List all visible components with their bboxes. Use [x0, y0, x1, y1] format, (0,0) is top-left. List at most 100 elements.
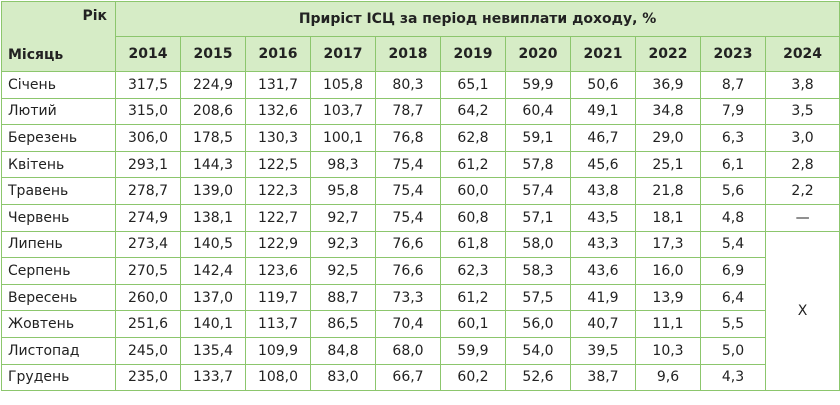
value-cell: 2,8: [764, 150, 840, 179]
value-cell: 57,8: [505, 150, 571, 179]
value-cell: 21,8: [635, 177, 701, 205]
value-cell: 224,9: [180, 71, 246, 99]
value-cell: 41,9: [570, 283, 636, 312]
value-cell: 56,0: [505, 310, 571, 338]
value-cell: 59,9: [440, 336, 506, 365]
value-cell: 60,0: [440, 177, 506, 205]
value-cell: 4,3: [700, 363, 766, 392]
year-header: 2024: [764, 36, 840, 72]
merged-cell: X: [764, 230, 840, 392]
value-cell: 3,0: [764, 124, 840, 152]
value-cell: 113,7: [245, 310, 311, 338]
value-cell: 208,6: [180, 97, 246, 126]
value-cell: 13,9: [635, 283, 701, 312]
year-header: 2023: [700, 36, 766, 72]
value-cell: 131,7: [245, 71, 311, 99]
value-cell: 43,3: [570, 230, 636, 259]
year-header: 2015: [180, 36, 246, 72]
value-cell: 46,7: [570, 124, 636, 152]
value-cell: 5,6: [700, 177, 766, 205]
value-cell: 9,6: [635, 363, 701, 392]
value-cell: 137,0: [180, 283, 246, 312]
value-cell: 122,3: [245, 177, 311, 205]
value-cell: 60,1: [440, 310, 506, 338]
value-cell: 65,1: [440, 71, 506, 99]
value-cell: 34,8: [635, 97, 701, 126]
year-header: 2018: [375, 36, 441, 72]
month-cell: Липень: [1, 230, 116, 259]
corner-month: Місяць: [8, 47, 64, 63]
value-cell: 123,6: [245, 257, 311, 285]
value-cell: 122,9: [245, 230, 311, 259]
value-cell: 5,4: [700, 230, 766, 259]
value-cell: 29,0: [635, 124, 701, 152]
value-cell: 317,5: [115, 71, 181, 99]
data-row: Червень 274,9 138,1 122,7 92,7 75,4 60,8 57,1 43…: [1, 203, 840, 232]
value-cell: 140,1: [180, 310, 246, 338]
value-cell: 251,6: [115, 310, 181, 338]
value-cell: 17,3: [635, 230, 701, 259]
value-cell: 62,8: [440, 124, 506, 152]
value-cell: 83,0: [310, 363, 376, 392]
data-row: Листопад 245,0 135,4 109,9 84,8 68,0 59,9 54,0 3…: [1, 336, 840, 365]
value-cell: 43,6: [570, 257, 636, 285]
value-cell: 75,4: [375, 177, 441, 205]
month-cell: Серпень: [1, 257, 116, 285]
value-cell: 293,1: [115, 150, 181, 179]
value-cell: 54,0: [505, 336, 571, 365]
month-cell: Червень: [1, 203, 116, 232]
value-cell: 6,9: [700, 257, 766, 285]
data-row: Грудень 235,0 133,7 108,0 83,0 66,7 60,2 52,6 38…: [1, 363, 840, 392]
value-cell: 59,9: [505, 71, 571, 99]
value-cell: 60,2: [440, 363, 506, 392]
value-cell: 5,5: [700, 310, 766, 338]
value-cell: 6,1: [700, 150, 766, 179]
value-cell: 122,5: [245, 150, 311, 179]
value-cell: 76,6: [375, 257, 441, 285]
corner-cell: Рік Місяць: [1, 1, 116, 72]
value-cell: 108,0: [245, 363, 311, 392]
value-cell: 75,4: [375, 150, 441, 179]
header-row: Рік Місяць Приріст ІСЦ за період невипла…: [1, 1, 840, 72]
value-cell: 80,3: [375, 71, 441, 99]
value-cell: 139,0: [180, 177, 246, 205]
value-cell: 57,4: [505, 177, 571, 205]
data-row: Липень 273,4 140,5 122,9 92,3 76,6 61,8 58,0 43,…: [1, 230, 840, 392]
data-row: Травень 278,7 139,0 122,3 95,8 75,4 60,0 57,4 43…: [1, 177, 840, 205]
value-cell: 60,8: [440, 203, 506, 232]
value-cell: 61,8: [440, 230, 506, 259]
value-cell: 25,1: [635, 150, 701, 179]
value-cell: 50,6: [570, 71, 636, 99]
month-cell: Вересень: [1, 283, 116, 312]
data-row: Квітень 293,1 144,3 122,5 98,3 75,4 61,2 57,8 45…: [1, 150, 840, 179]
month-cell: Січень: [1, 71, 116, 99]
value-cell: 7,9: [700, 97, 766, 126]
value-cell: 119,7: [245, 283, 311, 312]
year-header: 2022: [635, 36, 701, 72]
value-cell: 43,8: [570, 177, 636, 205]
value-cell: 105,8: [310, 71, 376, 99]
value-cell: 43,5: [570, 203, 636, 232]
month-cell: Листопад: [1, 336, 116, 365]
value-cell: 68,0: [375, 336, 441, 365]
value-cell: 130,3: [245, 124, 311, 152]
value-cell: 274,9: [115, 203, 181, 232]
month-cell: Грудень: [1, 363, 116, 392]
value-cell: 245,0: [115, 336, 181, 365]
value-cell: 76,8: [375, 124, 441, 152]
value-cell: 3,5: [764, 97, 840, 126]
month-cell: Березень: [1, 124, 116, 152]
corner-year: Рік: [82, 8, 107, 24]
value-cell: 86,5: [310, 310, 376, 338]
month-cell: Лютий: [1, 97, 116, 126]
value-cell: 57,1: [505, 203, 571, 232]
year-header: 2021: [570, 36, 636, 72]
value-cell: 62,3: [440, 257, 506, 285]
year-header: 2020: [505, 36, 571, 72]
value-cell: 178,5: [180, 124, 246, 152]
value-cell: 39,5: [570, 336, 636, 365]
value-cell: 142,4: [180, 257, 246, 285]
value-cell: 64,2: [440, 97, 506, 126]
value-cell: 122,7: [245, 203, 311, 232]
